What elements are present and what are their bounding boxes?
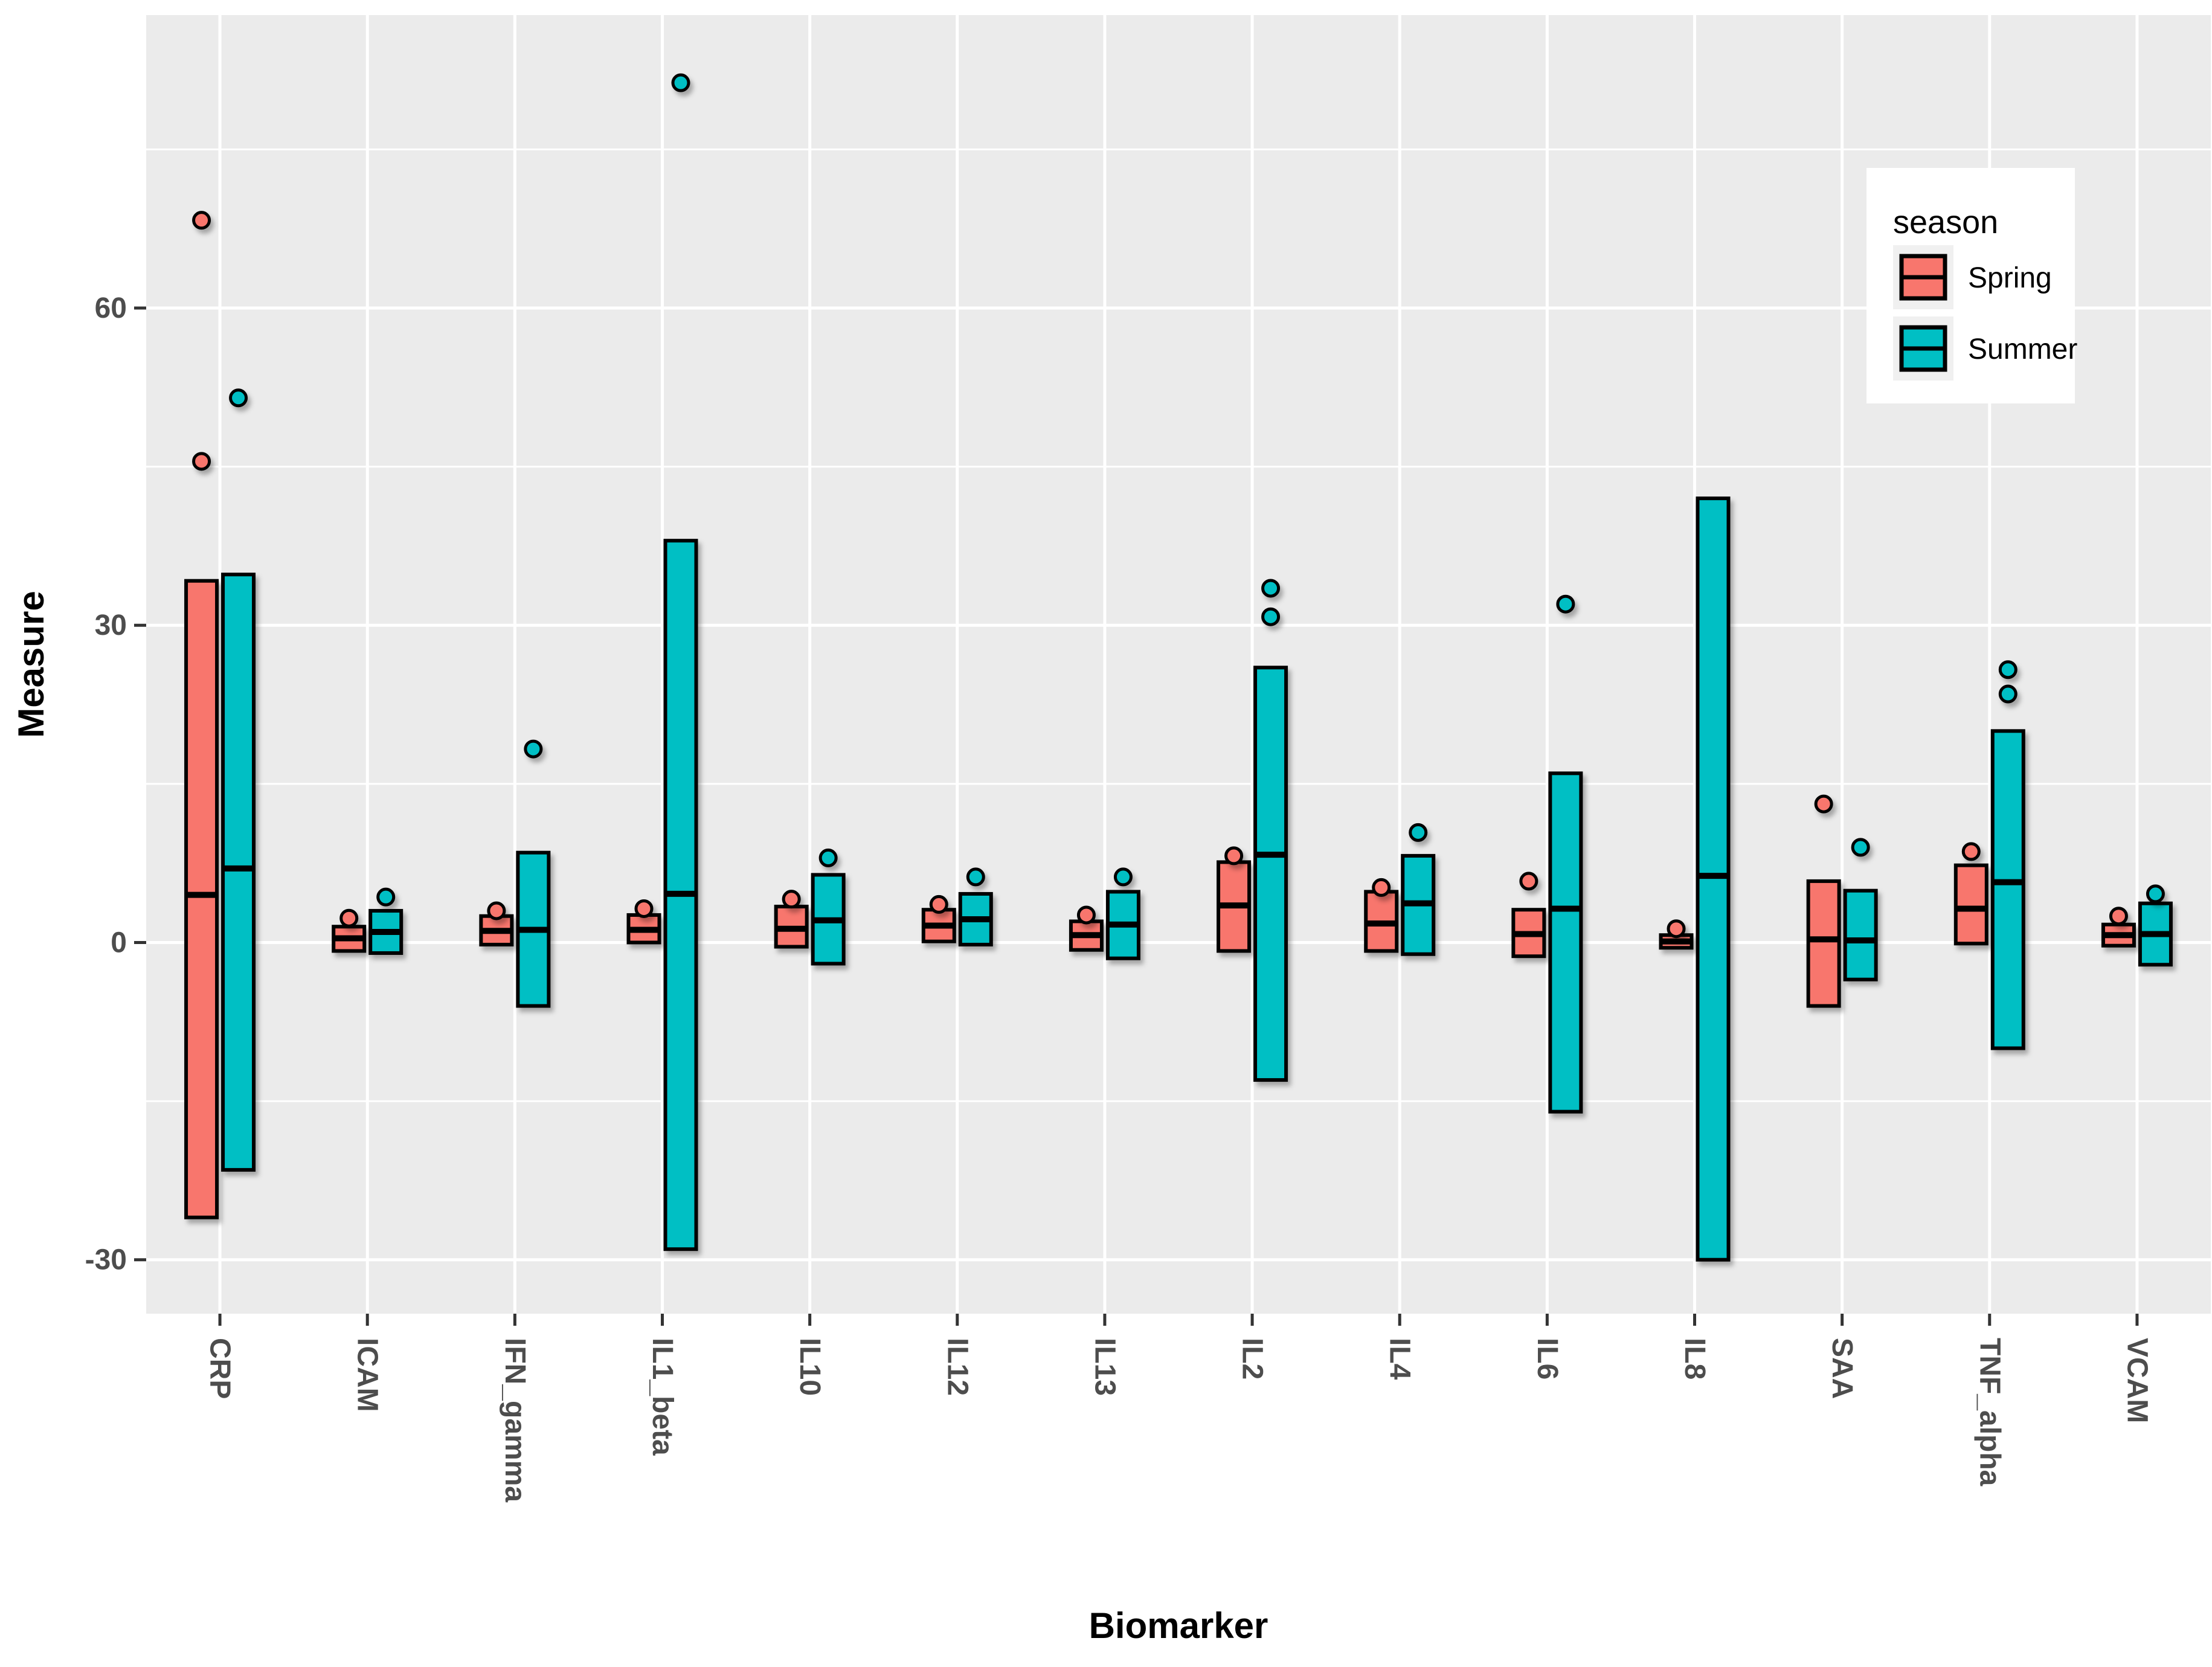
outlier-summer-TNF_alpha (1998, 684, 2017, 704)
outlier-summer-IL4 (1409, 823, 1428, 842)
outlier-dots (192, 73, 2165, 939)
outlier-spring-IL2 (1224, 846, 1244, 866)
box-summer-CRP (221, 573, 256, 1172)
outlier-spring-CRP (192, 452, 211, 471)
x-tick-label-IL13: IL13 (1088, 1338, 1120, 1396)
x-axis-tick-labels: CRP ICAM IFN_gamma IL1_beta IL10 IL12 IL13 IL2 I… (204, 1338, 2153, 1502)
outlier-summer-IL2 (1261, 579, 1281, 598)
outlier-spring-IL10 (782, 890, 801, 909)
x-tick-label-IL10: IL10 (794, 1338, 826, 1396)
x-tick-label-SAA: SAA (1826, 1338, 1858, 1399)
box-spring-TNF_alpha (1953, 863, 1989, 946)
box-spring-CRP (184, 579, 219, 1219)
x-tick-label-ICAM: ICAM (352, 1338, 384, 1412)
box-summer-SAA (1843, 888, 1878, 981)
outlier-summer-IL13 (1113, 867, 1133, 887)
box-summer-IL2 (1253, 666, 1288, 1082)
outlier-spring-IL13 (1076, 905, 1096, 925)
outlier-spring-IL4 (1372, 878, 1391, 897)
x-axis-title: Biomarker (1089, 1605, 1268, 1646)
x-tick-label-TNF_alpha: TNF_alpha (1973, 1338, 2005, 1486)
y-tick-label: -30 (85, 1244, 127, 1276)
outlier-spring-IFN_gamma (487, 901, 506, 920)
y-axis-tick-labels: 60 30 0 -30 (85, 292, 127, 1276)
x-tick-label-IL6: IL6 (1531, 1338, 1563, 1380)
legend-label-spring: Spring (1968, 262, 2052, 294)
x-tick-label-CRP: CRP (204, 1338, 236, 1399)
outlier-spring-SAA (1814, 794, 1833, 814)
x-tick-label-IL2: IL2 (1236, 1338, 1268, 1380)
x-tick-label-IL12: IL12 (941, 1338, 973, 1396)
outlier-spring-ICAM (339, 908, 359, 928)
outlier-summer-ICAM (376, 887, 396, 907)
outlier-summer-VCAM (2146, 884, 2165, 904)
legend-title: season (1893, 204, 1998, 240)
outlier-summer-SAA (1851, 838, 1870, 857)
outlier-spring-VCAM (2109, 907, 2128, 926)
gridlines-minor (146, 148, 2211, 1102)
outlier-spring-CRP (192, 211, 211, 230)
gridlines-vertical (218, 15, 2139, 1314)
outlier-summer-IL12 (966, 867, 985, 887)
outlier-summer-CRP (229, 388, 248, 408)
boxplot-series (184, 496, 2173, 1262)
outlier-summer-IL10 (818, 848, 838, 867)
box-summer-TNF_alpha (1990, 729, 2025, 1050)
box-summer-IL8 (1696, 496, 1731, 1262)
legend: season Spring Summer (1866, 168, 2077, 403)
y-tick-label: 60 (95, 292, 127, 324)
outlier-spring-IL8 (1667, 919, 1686, 939)
x-tick-label-VCAM: VCAM (2121, 1338, 2153, 1423)
box-spring-SAA (1806, 879, 1841, 1008)
box-summer-IL6 (1548, 771, 1583, 1114)
x-tick-label-IL4: IL4 (1384, 1338, 1416, 1380)
outlier-summer-IL2 (1261, 607, 1281, 626)
x-axis-ticks (218, 1314, 2139, 1326)
outlier-spring-IL1_beta (634, 899, 654, 918)
outlier-summer-IL6 (1556, 594, 1575, 614)
outlier-spring-IL6 (1519, 872, 1538, 891)
legend-label-summer: Summer (1968, 333, 2077, 365)
x-tick-label-IL1_beta: IL1_beta (646, 1338, 678, 1456)
outlier-summer-TNF_alpha (1998, 660, 2017, 679)
y-tick-label: 0 (111, 927, 127, 959)
x-tick-label-IFN_gamma: IFN_gamma (499, 1338, 531, 1502)
y-axis-title: Measure (11, 591, 51, 737)
y-axis-ticks (134, 306, 146, 1262)
y-tick-label: 30 (95, 609, 127, 641)
outlier-spring-IL12 (929, 895, 948, 914)
outlier-spring-TNF_alpha (1961, 842, 1981, 861)
x-tick-label-IL8: IL8 (1679, 1338, 1711, 1380)
outlier-summer-IL1_beta (671, 73, 690, 92)
outlier-summer-IFN_gamma (524, 739, 543, 759)
